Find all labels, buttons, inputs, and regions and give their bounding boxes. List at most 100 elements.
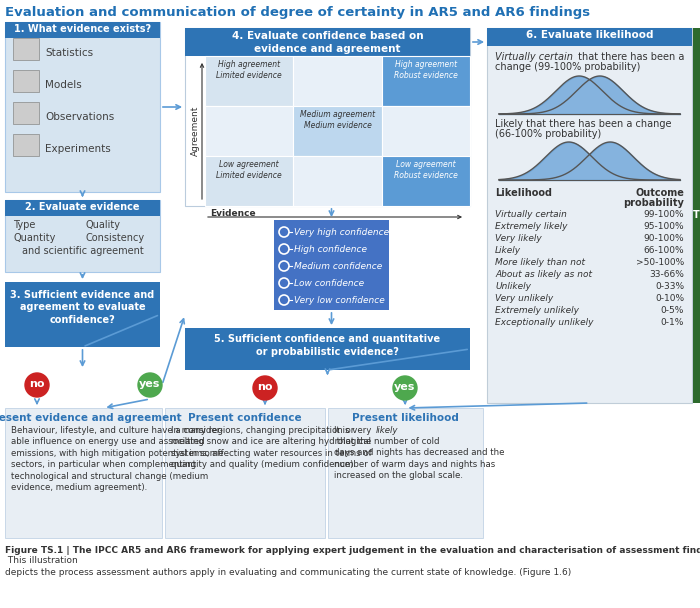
Bar	[13, 70, 39, 92]
Text: 3. Sufficient evidence and
agreement to evaluate
confidence?: 3. Sufficient evidence and agreement to …	[10, 290, 155, 325]
Text: T: T	[692, 210, 699, 221]
Text: Type: Type	[13, 220, 36, 230]
Text: Behaviour, lifestyle, and culture have a consider-
able influence on energy use : Behaviour, lifestyle, and culture have a…	[11, 426, 223, 492]
Text: Extremely unlikely: Extremely unlikely	[495, 306, 579, 315]
Text: that there has been a: that there has been a	[575, 52, 685, 62]
Text: About as likely as not: About as likely as not	[495, 270, 592, 279]
Bar	[293, 106, 382, 156]
Text: In many regions, changing precipitation or
melting snow and ice are altering hyd: In many regions, changing precipitation …	[171, 426, 372, 469]
Text: 4. Evaluate confidence based on
evidence and agreement: 4. Evaluate confidence based on evidence…	[232, 31, 424, 54]
Text: Agreement: Agreement	[190, 106, 199, 156]
Text: 95-100%: 95-100%	[643, 222, 684, 231]
Bar	[0, 544, 700, 608]
Bar	[382, 56, 470, 106]
Bar	[205, 56, 293, 106]
Text: Low confidence: Low confidence	[294, 279, 364, 288]
Bar	[274, 220, 389, 310]
Text: High agreement
Limited evidence: High agreement Limited evidence	[216, 60, 282, 80]
Bar	[5, 200, 160, 272]
Text: 90-100%: 90-100%	[643, 234, 684, 243]
Bar	[328, 408, 483, 538]
Circle shape	[253, 376, 277, 400]
Text: Virtually certain: Virtually certain	[495, 52, 573, 62]
Text: no: no	[258, 382, 273, 392]
Text: Figure TS.1 | The IPCC AR5 and AR6 framework for applying expert judgement in th: Figure TS.1 | The IPCC AR5 and AR6 frame…	[5, 546, 700, 555]
Bar	[487, 28, 692, 46]
Bar	[13, 38, 39, 60]
Text: 6. Evaluate likelihood: 6. Evaluate likelihood	[526, 30, 653, 41]
Text: yes: yes	[394, 382, 416, 392]
Text: Very unlikely: Very unlikely	[495, 294, 553, 303]
Text: Outcome: Outcome	[635, 188, 684, 198]
Circle shape	[393, 376, 417, 400]
Text: It is very: It is very	[334, 426, 374, 435]
Text: Likely: Likely	[495, 246, 521, 255]
Text: Present likelihood: Present likelihood	[352, 413, 459, 423]
Text: no: no	[29, 379, 45, 389]
Bar	[693, 28, 700, 403]
Text: Statistics: Statistics	[45, 48, 93, 58]
Text: Low agreement
Limited evidence: Low agreement Limited evidence	[216, 160, 282, 180]
Bar	[382, 156, 470, 206]
Bar	[205, 106, 293, 156]
Text: Exceptionally unlikely: Exceptionally unlikely	[495, 318, 594, 327]
Text: that the number of cold
days and nights has decreased and the
number of warm day: that the number of cold days and nights …	[334, 437, 505, 480]
Text: >50-100%: >50-100%	[636, 258, 684, 267]
Text: Virtually certain: Virtually certain	[495, 210, 567, 219]
Text: Low agreement
Robust evidence: Low agreement Robust evidence	[394, 160, 458, 180]
Bar	[185, 28, 470, 206]
Text: Consistency: Consistency	[85, 233, 144, 243]
Bar	[5, 200, 160, 216]
Text: Very low confidence: Very low confidence	[294, 296, 385, 305]
Text: More likely than not: More likely than not	[495, 258, 585, 267]
Text: 0-10%: 0-10%	[655, 294, 684, 303]
Text: change (99-100% probability): change (99-100% probability)	[495, 62, 640, 72]
Bar	[5, 22, 160, 192]
Text: Quality: Quality	[85, 220, 120, 230]
Bar	[5, 282, 160, 347]
Text: Evidence: Evidence	[210, 209, 256, 218]
Text: 0-5%: 0-5%	[661, 306, 684, 315]
Bar	[5, 408, 162, 538]
Text: Present evidence and agreement: Present evidence and agreement	[0, 413, 181, 423]
Text: Medium confidence: Medium confidence	[294, 262, 382, 271]
Bar	[5, 22, 160, 38]
Text: 5. Sufficient confidence and quantitative
or probabilistic evidence?: 5. Sufficient confidence and quantitativ…	[214, 334, 440, 358]
Bar	[293, 56, 382, 106]
Text: 1. What evidence exists?: 1. What evidence exists?	[14, 24, 151, 35]
Bar	[293, 156, 382, 206]
Bar	[382, 106, 470, 156]
Text: This illustration
depicts the process assessment authors apply in evaluating and: This illustration depicts the process as…	[5, 556, 571, 577]
Text: High confidence: High confidence	[294, 245, 367, 254]
Text: Present confidence: Present confidence	[188, 413, 302, 423]
Text: Observations: Observations	[45, 112, 114, 122]
Bar	[487, 28, 692, 403]
Bar	[185, 328, 470, 370]
Text: Very high confidence: Very high confidence	[294, 228, 389, 237]
Text: 99-100%: 99-100%	[643, 210, 684, 219]
Bar	[13, 134, 39, 156]
Text: yes: yes	[139, 379, 161, 389]
Text: and scientific agreement: and scientific agreement	[22, 246, 144, 256]
Text: Experiments: Experiments	[45, 144, 111, 154]
Text: 66-100%: 66-100%	[643, 246, 684, 255]
Text: Quantity: Quantity	[13, 233, 55, 243]
Text: Likelihood: Likelihood	[495, 188, 552, 198]
Text: Extremely likely: Extremely likely	[495, 222, 568, 231]
Text: Unlikely: Unlikely	[495, 282, 531, 291]
Text: 33-66%: 33-66%	[649, 270, 684, 279]
Text: High agreement
Robust evidence: High agreement Robust evidence	[394, 60, 458, 80]
Text: Evaluation and communication of degree of certainty in AR5 and AR6 findings: Evaluation and communication of degree o…	[5, 6, 590, 19]
Circle shape	[138, 373, 162, 397]
Text: 0-33%: 0-33%	[655, 282, 684, 291]
Text: probability: probability	[623, 198, 684, 208]
Text: 0-1%: 0-1%	[661, 318, 684, 327]
Bar	[205, 156, 293, 206]
Text: likely: likely	[376, 426, 398, 435]
Bar	[165, 408, 325, 538]
Text: Models: Models	[45, 80, 82, 90]
Bar	[185, 28, 470, 56]
Text: (66-100% probability): (66-100% probability)	[495, 129, 601, 139]
Text: Medium agreement
Medium evidence: Medium agreement Medium evidence	[300, 110, 375, 130]
Text: Likely that there has been a change: Likely that there has been a change	[495, 119, 671, 129]
